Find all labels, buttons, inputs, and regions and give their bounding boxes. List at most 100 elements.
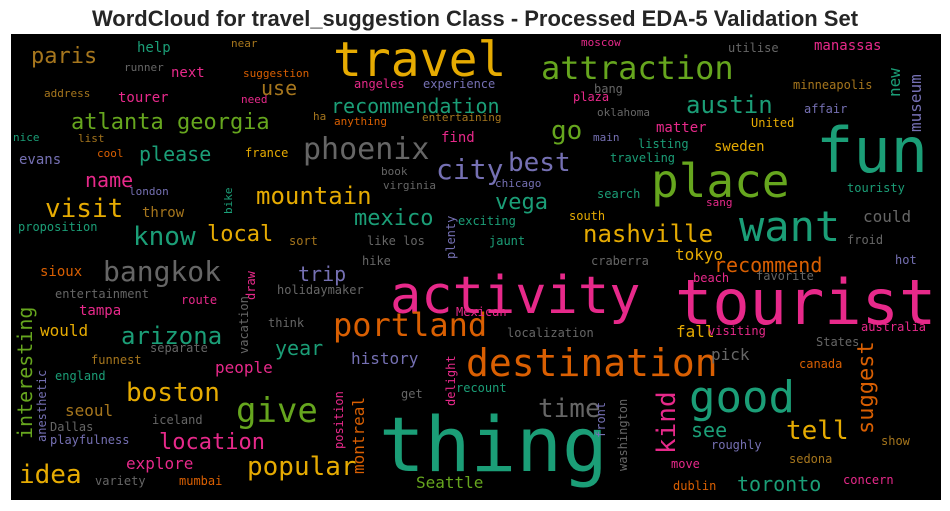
word-froid: froid: [847, 233, 884, 247]
word-tourer: tourer: [118, 90, 169, 106]
word-utilise: utilise: [728, 41, 779, 55]
word-route: route: [181, 293, 218, 307]
word-travel: travel: [333, 34, 507, 88]
word-pick: pick: [711, 345, 750, 364]
word-playfulness: playfulness: [50, 433, 130, 447]
word-austin: austin: [686, 91, 773, 119]
word-plaza: plaza: [573, 90, 610, 104]
word-main: main: [593, 131, 620, 144]
word-ha: ha: [313, 110, 327, 123]
word-give: give: [236, 391, 318, 431]
word-proposition: proposition: [18, 220, 98, 234]
word-suggest: suggest: [854, 341, 879, 434]
word-delight: delight: [444, 355, 458, 406]
word-canada: canada: [799, 357, 843, 371]
word-see: see: [691, 418, 728, 442]
word-washington: washington: [616, 398, 630, 471]
word-fun: fun: [816, 114, 928, 187]
word-france: france: [245, 146, 289, 160]
word-boston: boston: [126, 378, 220, 408]
word-near: near: [231, 37, 258, 50]
word-activity: activity: [390, 266, 641, 326]
word-experience: experience: [423, 77, 496, 91]
word-hot: hot: [895, 253, 917, 267]
word-year: year: [275, 336, 324, 360]
word-need: need: [241, 93, 268, 106]
word-iceland: iceland: [152, 413, 203, 427]
word-jaunt: jaunt: [489, 234, 526, 248]
word-sang: sang: [706, 196, 733, 209]
word-localization: localization: [507, 326, 594, 340]
word-destination: destination: [466, 341, 718, 385]
word-hike: hike: [362, 254, 391, 268]
word-sweden: sweden: [714, 139, 765, 155]
word-arizona: arizona: [121, 322, 223, 350]
word-attraction: attraction: [541, 49, 734, 87]
word-entertainment: entertainment: [55, 287, 149, 301]
word-affair: affair: [804, 102, 848, 116]
word-sedona: sedona: [789, 452, 833, 466]
word-roughly: roughly: [711, 438, 762, 452]
word-minneapolis: minneapolis: [793, 78, 873, 92]
word-paris: paris: [31, 44, 98, 69]
word-get: get: [401, 387, 423, 401]
word-favorite: favorite: [756, 269, 814, 283]
word-concern: concern: [843, 473, 894, 487]
word-bang: bang: [594, 82, 623, 96]
word-good: good: [689, 372, 795, 423]
word-use: use: [261, 76, 298, 100]
word-search: search: [597, 187, 641, 201]
word-trip: trip: [298, 262, 347, 286]
word-Seattle: Seattle: [416, 473, 484, 492]
word-tell: tell: [786, 416, 849, 446]
word-craberra: craberra: [591, 254, 649, 268]
word-traveling: traveling: [610, 151, 676, 165]
word-exciting: exciting: [458, 214, 516, 228]
word-place: place: [651, 154, 790, 208]
word-listing: listing: [638, 137, 689, 151]
word-beach: beach: [693, 271, 730, 285]
word-next: next: [171, 65, 205, 81]
word-bike: bike: [222, 187, 235, 215]
word-mexico: mexico: [354, 206, 434, 231]
word-vacation: vacation: [237, 296, 251, 354]
word-tokyo: tokyo: [675, 245, 724, 264]
word-touristy: touristy: [847, 181, 905, 195]
word-Mexican: Mexican: [456, 305, 507, 319]
word-sioux: sioux: [40, 264, 83, 280]
word-suggestion: suggestion: [243, 67, 310, 80]
word-matter: matter: [656, 120, 707, 136]
word-could: could: [863, 207, 912, 226]
word-fall: fall: [676, 322, 715, 341]
word-name: name: [85, 168, 134, 192]
word-atlanta-georgia: atlanta georgia: [71, 110, 270, 135]
word-montreal: montreal: [349, 396, 368, 474]
word-vega: vega: [495, 190, 548, 215]
word-people: people: [215, 358, 273, 377]
word-position: position: [332, 391, 346, 449]
word-want: want: [739, 202, 841, 251]
word-city: city: [436, 153, 504, 186]
word-throw: throw: [142, 205, 185, 221]
word-know: know: [133, 222, 196, 252]
word-holidaymaker: holidaymaker: [277, 283, 364, 297]
word-local: local: [207, 222, 274, 247]
word-States: States: [816, 335, 860, 349]
word-dublin: dublin: [673, 479, 717, 493]
word-address: address: [44, 87, 91, 100]
word-variety: variety: [95, 474, 146, 488]
word-tampa: tampa: [79, 303, 122, 319]
word-entertaining: entertaining: [422, 111, 502, 124]
word-angeles: angeles: [354, 77, 405, 91]
word-location: location: [159, 430, 265, 455]
word-plenty: plenty: [444, 215, 458, 259]
word-interesting: interesting: [13, 306, 37, 439]
word-show: show: [881, 434, 910, 448]
word-seoul: seoul: [65, 401, 114, 420]
word-funnest: funnest: [91, 353, 142, 367]
word-england: england: [55, 369, 106, 383]
word-chicago: chicago: [495, 177, 542, 190]
word-evans: evans: [19, 152, 62, 168]
word-cloud: thing tourist activity travel fun place …: [11, 34, 941, 500]
word-visiting: visiting: [708, 324, 766, 338]
